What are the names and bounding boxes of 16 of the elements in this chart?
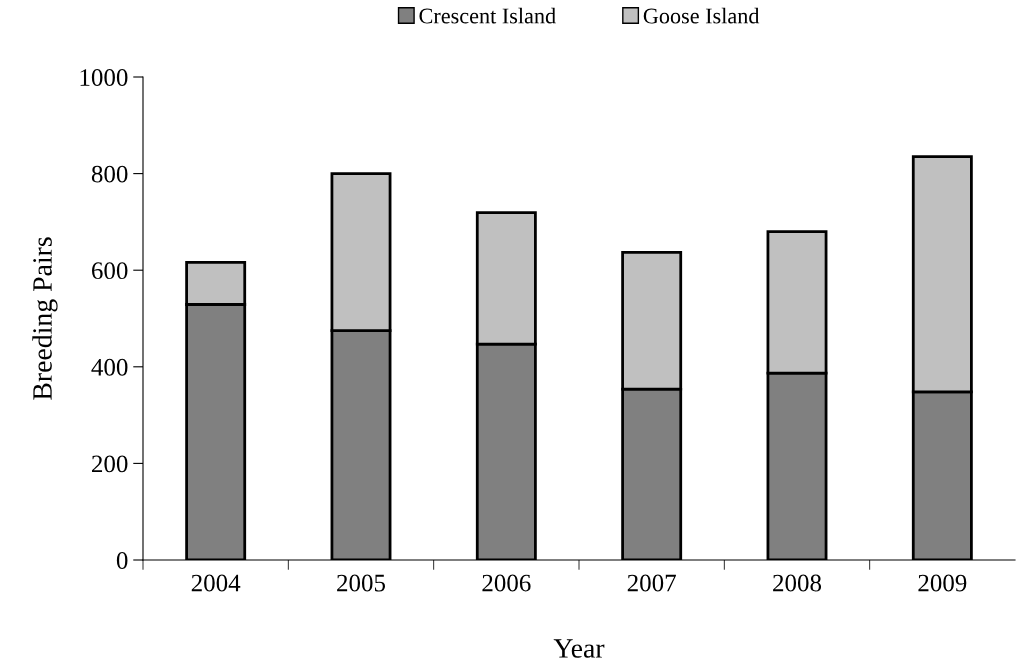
x-tick-label: 2004 [191,574,241,592]
y-tick-label: 800 [91,165,128,183]
y-tick-label: 0 [116,552,128,569]
y-tick-label: 1000 [80,69,128,86]
x-tick-label: 2008 [773,574,822,592]
x-tick-label: 2007 [627,574,676,592]
x-axis-title: Year [553,639,605,658]
y-tick-label: 600 [91,262,128,280]
x-tick-label: 2006 [482,574,531,592]
x-tick-label: 2005 [337,574,386,592]
legend-label: Crescent Island [419,7,556,24]
y-tick-label: 200 [92,455,128,473]
y-axis-title: Breeding Pairs [32,237,58,400]
y-tick-label: 400 [91,358,128,376]
x-tick-label: 2009 [918,574,967,592]
legend-label: Goose Island [643,7,760,24]
